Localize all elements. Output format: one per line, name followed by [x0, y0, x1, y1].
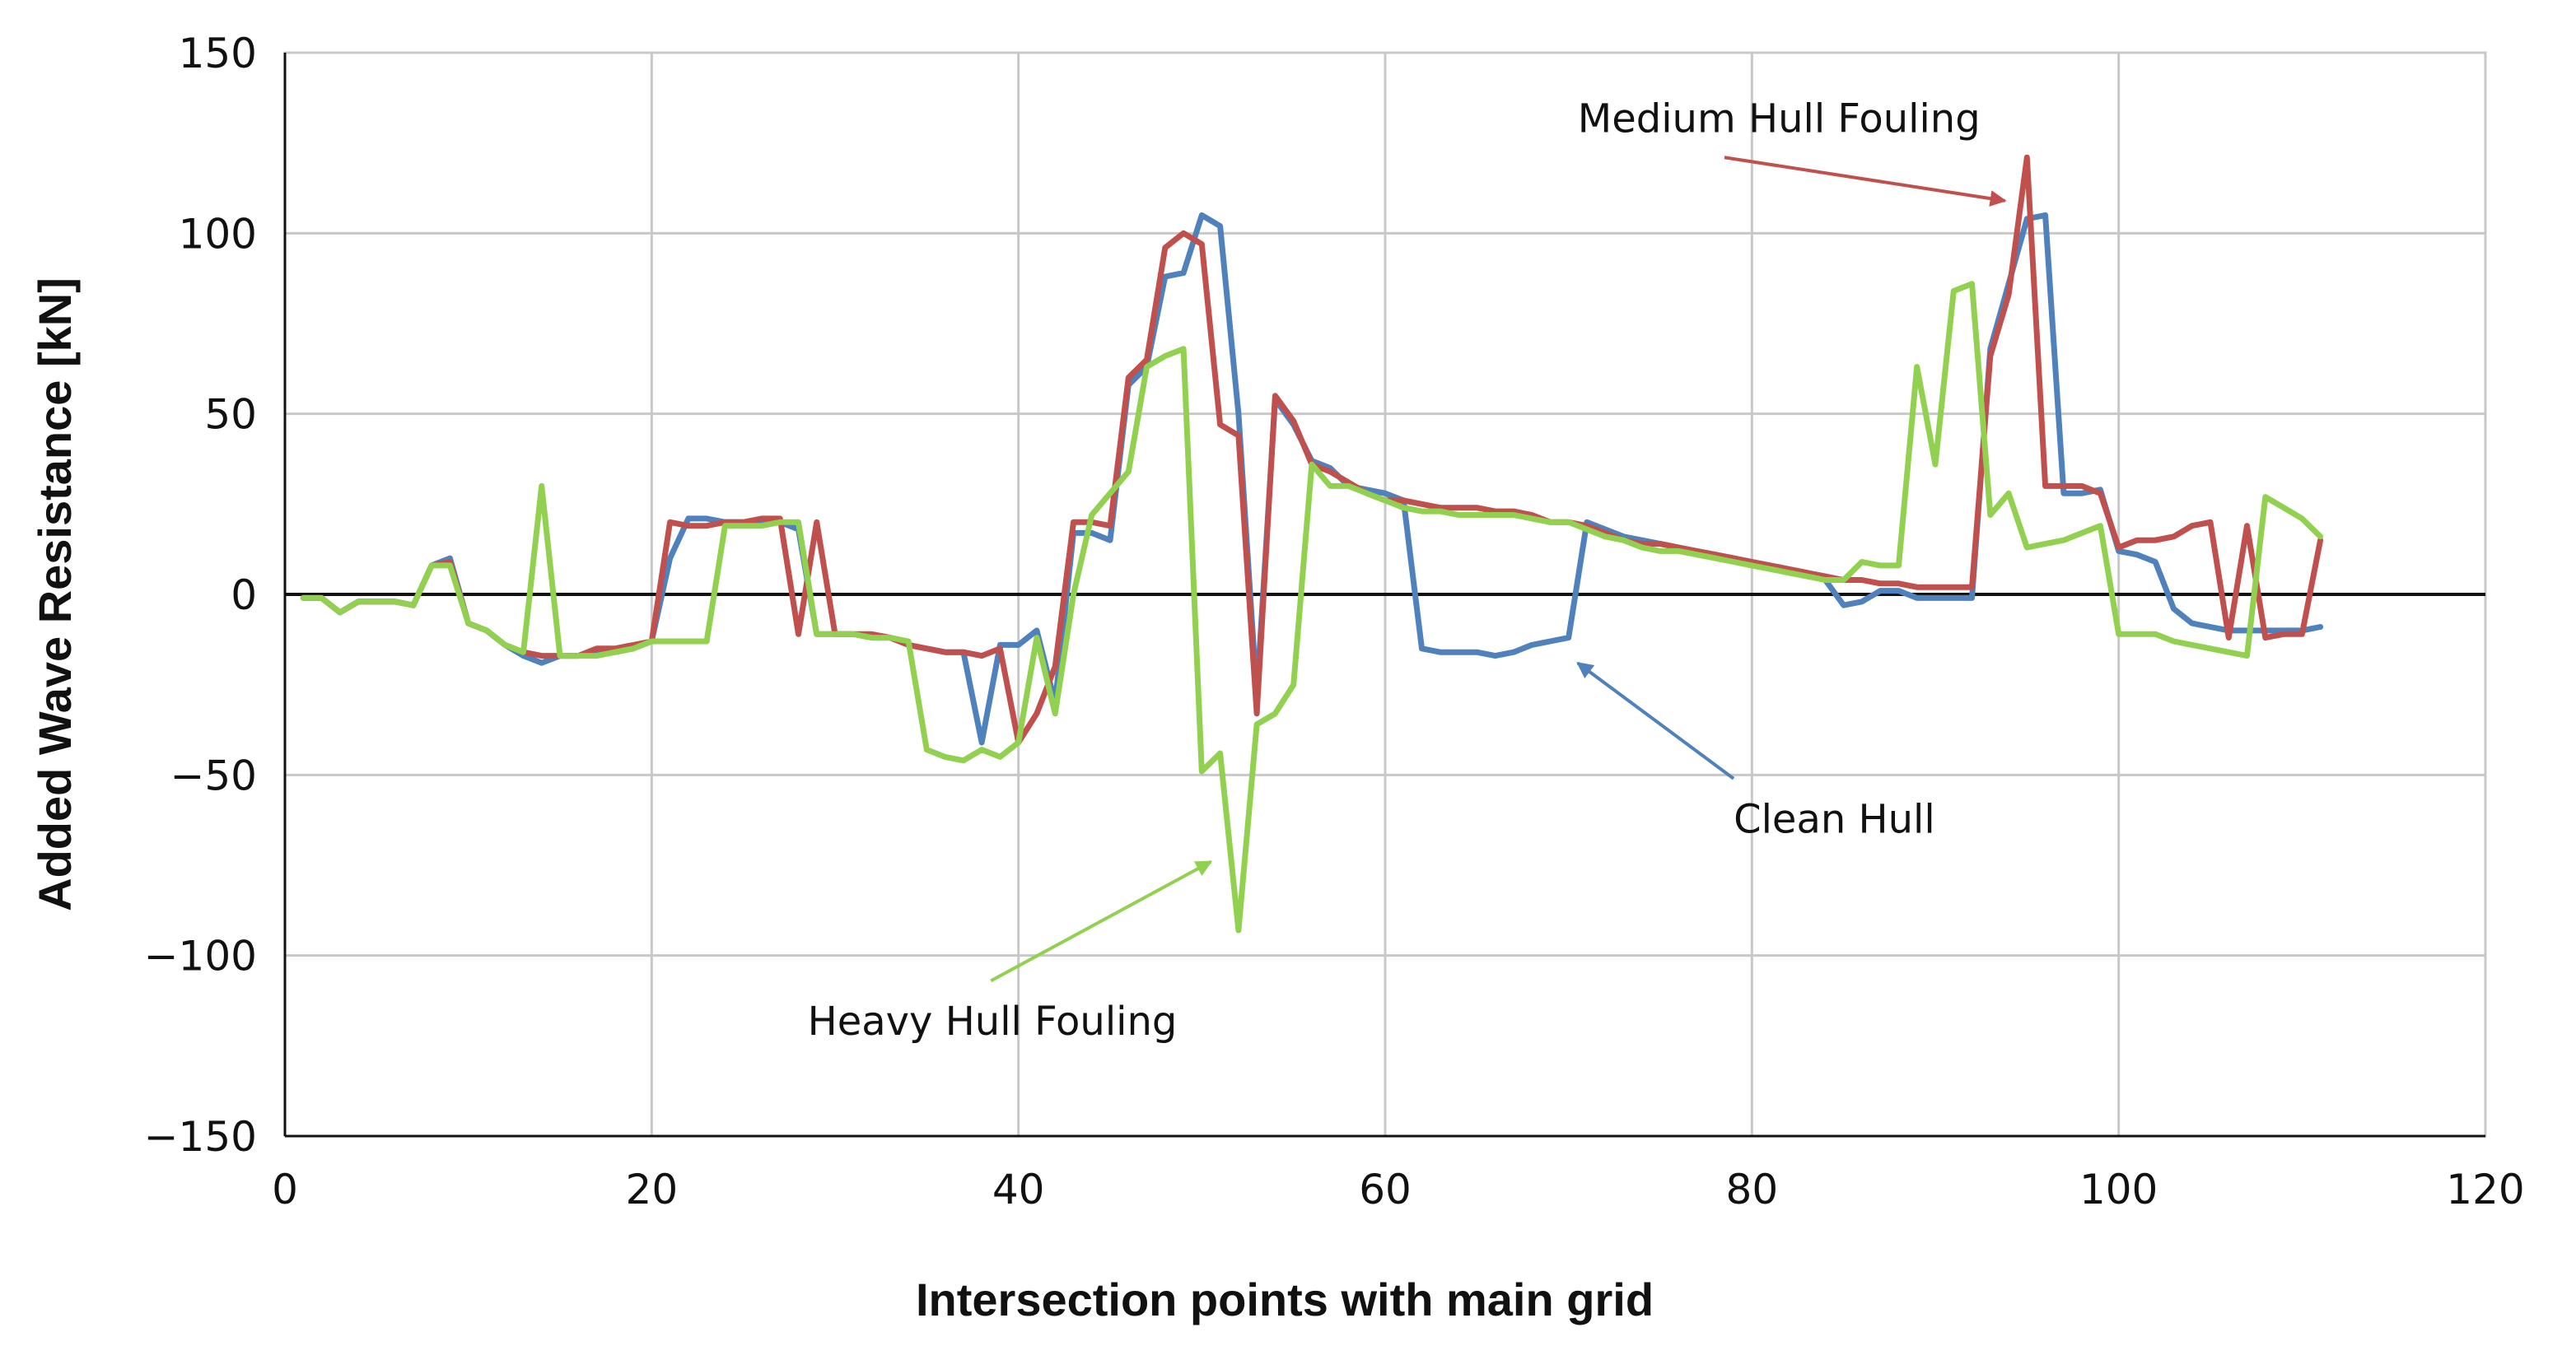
y-tick-label: 0 [231, 571, 257, 619]
x-tick-label: 0 [272, 1166, 298, 1213]
annotation-layer: Medium Hull Fouling Clean Hull Heavy Hull … [808, 96, 2007, 1045]
label-layer: Intersection points with main grid Added… [29, 277, 1654, 1325]
annotation-arrow-medium-hull-fouling [1724, 156, 2007, 207]
x-axis-title: Intersection points with main grid [916, 1274, 1654, 1325]
y-axis-title: Added Wave Resistance [kN] [29, 277, 81, 911]
annotation-label-heavy-hull-fouling: Heavy Hull Fouling [808, 999, 1178, 1045]
y-tick-label: 100 [179, 210, 257, 258]
y-tick-label: 50 [204, 391, 257, 439]
x-tick-label: 120 [2446, 1166, 2524, 1213]
x-tick-label: 20 [626, 1166, 679, 1213]
y-tick-label: −100 [144, 933, 257, 980]
annotation-arrow-clean-hull [1576, 661, 1735, 780]
x-tick-label: 60 [1359, 1166, 1412, 1213]
y-tick-label: −150 [144, 1113, 257, 1161]
series-layer [300, 154, 2324, 934]
axis-layer: 0 20 40 60 80 100 120 150 100 50 0 −50 −100 −150 [144, 30, 2525, 1213]
y-tick-label: −50 [170, 752, 257, 799]
series-line-heavy-hull-fouling [300, 281, 2324, 934]
x-tick-label: 80 [1726, 1166, 1779, 1213]
annotation-arrow-heavy-hull-fouling [990, 859, 1213, 983]
annotation-label-clean-hull: Clean Hull [1734, 797, 1935, 843]
y-tick-label: 150 [179, 30, 257, 77]
x-tick-label: 40 [992, 1166, 1045, 1213]
annotation-label-medium-hull-fouling: Medium Hull Fouling [1578, 96, 1981, 142]
x-tick-label: 100 [2079, 1166, 2158, 1213]
